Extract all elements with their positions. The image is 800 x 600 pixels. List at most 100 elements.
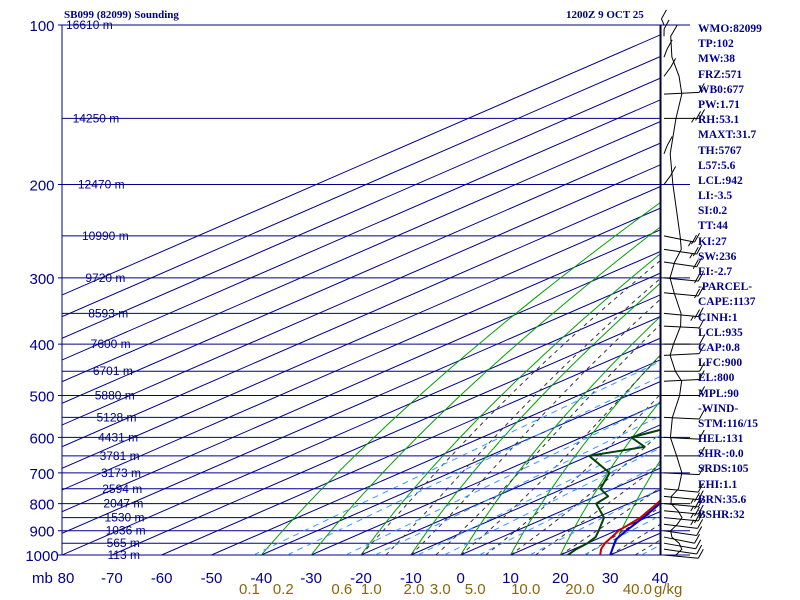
temperature-label: 40 <box>652 570 669 587</box>
dry-adiabat-line <box>310 226 660 555</box>
hodograph-trace <box>669 24 683 556</box>
wind-barb-flag <box>698 429 705 440</box>
pressure-label: 400 <box>29 337 54 354</box>
temperature-label: 20 <box>552 570 569 587</box>
height-label: 12470 m <box>78 178 125 192</box>
wind-barb-flag <box>699 334 706 345</box>
wind-barb-flag <box>697 307 704 317</box>
index-entry: L57:5.6 <box>698 159 736 172</box>
wind-barb-flag <box>661 9 667 20</box>
height-label: 2594 m <box>102 482 142 496</box>
wind-barb <box>663 325 700 329</box>
wind-barb <box>663 548 697 555</box>
index-entry: TH:5767 <box>698 144 742 157</box>
wind-barb-flag <box>670 58 677 68</box>
wind-barb-flag <box>694 492 700 502</box>
wind-barb-flag <box>695 539 702 549</box>
wind-barb-flag <box>697 497 704 508</box>
wind-barb-flag <box>698 409 705 420</box>
isotherm-line <box>360 424 660 555</box>
wind-barb-half-flag <box>690 519 695 526</box>
wind-barb-flag <box>694 232 700 243</box>
sounding-time: 1200Z 9 OCT 25 <box>566 9 644 21</box>
index-entry: CAPE:1137 <box>698 296 756 309</box>
dry-adiabat-line <box>260 202 660 555</box>
wind-barb-flag <box>692 246 699 257</box>
wind-barb-flag <box>697 482 704 493</box>
wind-barb-flag <box>697 511 704 522</box>
wind-barb-flag <box>696 257 703 268</box>
index-entry: SRDS:105 <box>698 463 749 476</box>
wind-barb-flag <box>666 136 673 146</box>
index-entry: LFC:900 <box>698 357 743 370</box>
wind-profile <box>660 9 706 559</box>
pressure-label: 1000 <box>25 548 58 565</box>
isotherm-line <box>62 207 660 469</box>
wind-barb-half-flag <box>689 252 694 259</box>
wind-barb-flag <box>698 465 705 475</box>
isotherm-line <box>161 337 660 555</box>
dry-adiabat-line <box>460 316 660 555</box>
mixing-ratio-label: 20.0 <box>565 581 594 598</box>
wind-barb-flag <box>670 166 677 176</box>
isotherm-line <box>62 186 660 448</box>
index-entry: TT:44 <box>698 220 728 233</box>
wind-barb-flag <box>695 111 702 121</box>
isotherm-line <box>111 316 660 555</box>
wind-barb <box>663 472 700 476</box>
dry-adiabat-line <box>510 354 660 555</box>
wind-barb <box>663 67 672 77</box>
height-label: 565 m <box>107 536 140 550</box>
wind-barb <box>663 488 699 493</box>
wind-barb-flag <box>699 386 706 396</box>
mixing-ratio-label: 2.0 <box>403 581 424 598</box>
pressure-label: 600 <box>29 430 54 447</box>
index-entry: EHI:1.1 <box>698 478 738 491</box>
pressure-label: 100 <box>29 18 54 35</box>
index-entry: RH:53.1 <box>698 114 740 127</box>
height-label: 1530 m <box>105 511 145 525</box>
index-entry: PW:1.71 <box>698 98 740 111</box>
wind-barb <box>663 416 700 420</box>
moist-adiabat-line <box>410 298 660 555</box>
wind-barb <box>663 503 699 508</box>
index-entry: EI:-2.7 <box>698 266 733 278</box>
wind-barb <box>663 495 699 501</box>
isobar-grid <box>58 24 690 556</box>
isotherm-line <box>62 99 660 361</box>
wind-barb-half-flag <box>687 240 692 247</box>
index-entry: -PARCEL- <box>698 281 753 294</box>
mixing-ratio-lines <box>253 361 660 555</box>
wind-barb <box>663 436 700 440</box>
temperature-label: 80 <box>58 570 75 587</box>
wind-barb-flag <box>699 361 706 372</box>
temperature-label: 30 <box>602 570 619 587</box>
pressure-unit-label: mb <box>32 570 53 587</box>
isotherm-line <box>62 77 660 339</box>
mixing-ratio-label: 10.0 <box>511 581 540 598</box>
wind-barb-flag <box>698 370 705 380</box>
dry-adiabat-line <box>559 400 660 555</box>
index-entry: LCL:942 <box>698 174 743 187</box>
isotherm-line <box>62 294 660 555</box>
isotherm-line <box>62 34 660 296</box>
plot-frame <box>61 25 661 555</box>
wind-barb-flag <box>691 234 697 245</box>
temperature-label: -50 <box>201 570 223 587</box>
index-entry: BRN:35.6 <box>698 493 747 506</box>
mixing-ratio-line <box>444 447 660 555</box>
wind-barb <box>663 510 699 515</box>
index-entry: HEL:131 <box>698 433 744 446</box>
moist-adiabat-line <box>560 487 660 555</box>
wind-barb-flag <box>694 288 700 299</box>
isotherm-line <box>62 121 660 383</box>
wind-barb-half-flag <box>690 505 695 512</box>
wind-barb-flag <box>694 533 700 544</box>
moist-adiabat-line <box>460 355 660 555</box>
wind-barb-flag <box>694 506 700 517</box>
dry-adiabat-lines <box>260 202 660 555</box>
mixing-ratio-unit: g/kg <box>654 581 682 598</box>
temperature-label: -70 <box>101 570 123 587</box>
index-entry: WMO:82099 <box>698 23 762 35</box>
pressure-label: 700 <box>29 466 54 483</box>
